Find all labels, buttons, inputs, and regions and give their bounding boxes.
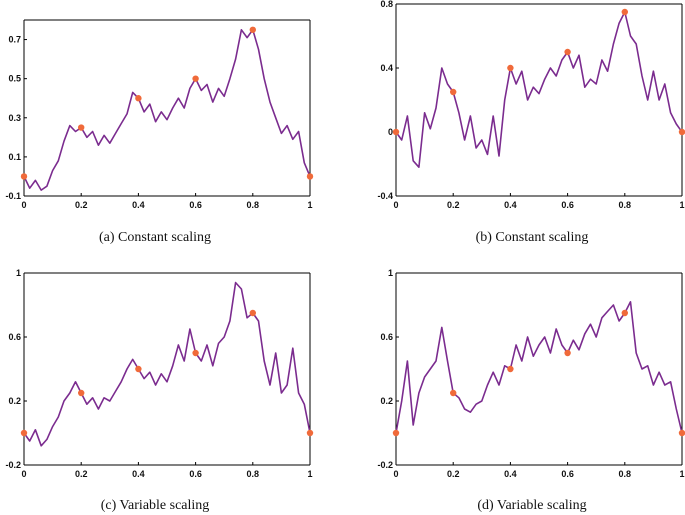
y-tick-label: 0.3 xyxy=(8,113,21,123)
chart-panel-b: 0 0.2 0.4 0.6 0.8 1-0.400.40.8(b) Constant sc… xyxy=(377,0,685,245)
data-point xyxy=(306,173,314,180)
x-tick-label: 1 xyxy=(307,200,312,210)
chart-caption: (a) Constant scaling xyxy=(99,230,211,245)
data-point xyxy=(678,128,685,136)
data-point xyxy=(192,349,199,357)
x-tick-label: 0.4 xyxy=(132,200,145,210)
data-point xyxy=(78,124,85,131)
data-point xyxy=(507,365,514,373)
data-point xyxy=(135,95,142,102)
y-tick-label: 0.7 xyxy=(8,35,21,45)
x-tick-label: 0 xyxy=(21,469,26,479)
x-tick-label: 0 xyxy=(21,200,26,210)
y-tick-label: 0.6 xyxy=(8,332,21,342)
data-point xyxy=(621,8,628,16)
y-tick-label: 1 xyxy=(388,268,393,278)
chart-panel-a: 0 0.2 0.4 0.6 0.8 1 -0.1 0.1 0.3 0.5 0.7 (a) Consta… xyxy=(5,19,314,245)
x-tick-label: 0.6 xyxy=(189,469,202,479)
chart-panel-c: 0 0.2 0.4 0.6 0.8 1 -0.2 0.2 0.6 1 (c) Variable sc… xyxy=(5,268,314,513)
x-tick-label: 0.8 xyxy=(247,200,260,210)
x-tick-label: 1 xyxy=(679,200,684,210)
y-tick-label: 1 xyxy=(16,268,21,278)
x-tick-label: 0.2 xyxy=(447,469,460,479)
y-tick-label: -0.4 xyxy=(377,191,393,201)
data-point xyxy=(135,365,142,373)
data-point xyxy=(621,309,628,317)
y-tick-label: -0.1 xyxy=(5,191,21,201)
y-tick-label: 0.4 xyxy=(380,63,393,73)
x-tick-label: 0 xyxy=(393,200,398,210)
x-tick-label: 1 xyxy=(679,469,684,479)
chart-panel-d: 0 0.2 0.4 0.6 0.8 1 -0.2 0.2 0.6 1 (d) Variable sc… xyxy=(377,268,685,513)
series-line xyxy=(23,281,311,447)
data-point xyxy=(392,128,400,136)
y-tick-label: -0.2 xyxy=(377,460,393,470)
x-tick-label: 0.2 xyxy=(75,469,88,479)
series-line xyxy=(395,301,683,434)
chart-caption: (b) Constant scaling xyxy=(476,230,589,245)
x-tick-label: 0.4 xyxy=(132,469,145,479)
data-point xyxy=(450,389,457,397)
y-tick-label: 0.6 xyxy=(380,332,393,342)
data-point xyxy=(20,173,28,180)
x-tick-label: 0.6 xyxy=(561,469,574,479)
data-point xyxy=(249,26,256,33)
x-tick-label: 0.8 xyxy=(619,469,632,479)
data-point xyxy=(392,429,400,437)
chart-caption: (c) Variable scaling xyxy=(101,498,210,513)
data-point xyxy=(78,389,85,397)
y-tick-label: 0 xyxy=(388,127,393,137)
series-line xyxy=(23,29,311,191)
data-point xyxy=(249,309,256,317)
chart-caption: (d) Variable scaling xyxy=(477,498,586,513)
x-tick-label: 0.6 xyxy=(561,200,574,210)
data-point xyxy=(192,75,199,82)
series-line xyxy=(395,11,683,168)
x-tick-label: 0.8 xyxy=(619,200,632,210)
data-point xyxy=(450,88,457,96)
x-tick-label: 0.4 xyxy=(504,469,517,479)
data-point xyxy=(678,429,685,437)
x-tick-label: 0.8 xyxy=(247,469,260,479)
x-tick-label: 0.2 xyxy=(75,200,88,210)
x-tick-label: 0.4 xyxy=(504,200,517,210)
data-point xyxy=(507,64,514,72)
y-tick-label: 0.8 xyxy=(380,0,393,9)
data-point xyxy=(564,349,571,357)
x-tick-label: 0.2 xyxy=(447,200,460,210)
y-tick-label: 0.5 xyxy=(8,74,21,84)
x-tick-label: 0.6 xyxy=(189,200,202,210)
x-tick-label: 1 xyxy=(307,469,312,479)
data-point xyxy=(564,48,571,56)
y-tick-label: 0.2 xyxy=(8,396,21,406)
x-tick-label: 0 xyxy=(393,469,398,479)
data-point xyxy=(306,429,314,437)
y-tick-label: -0.2 xyxy=(5,460,21,470)
data-point xyxy=(20,429,28,437)
y-tick-label: 0.2 xyxy=(380,396,393,406)
y-tick-label: 0.1 xyxy=(8,152,21,162)
